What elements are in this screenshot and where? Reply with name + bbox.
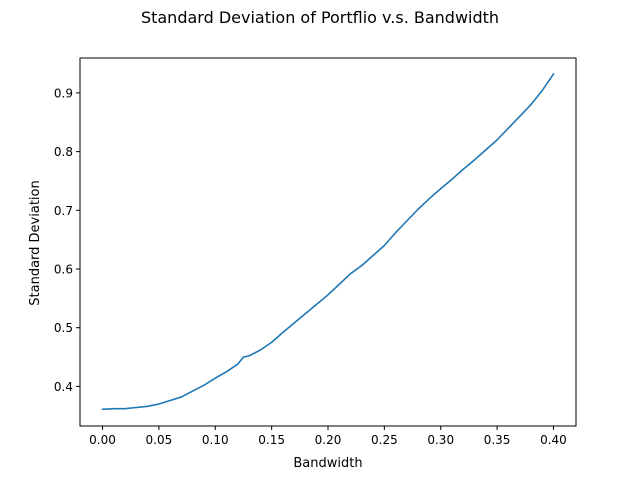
x-tick-label: 0.25 [371,433,398,447]
x-tick-label: 0.40 [540,433,567,447]
x-tick-label: 0.15 [258,433,285,447]
y-tick-label: 0.6 [54,262,73,276]
x-tick-label: 0.00 [89,433,116,447]
y-tick-label: 0.9 [54,86,73,100]
chart-title: Standard Deviation of Portflio v.s. Band… [141,8,499,27]
y-tick-label: 0.4 [54,380,73,394]
x-axis-ticks: 0.00 0.05 0.10 0.15 0.20 0.25 0.30 0.35 0.40 [89,426,567,447]
series-line-0 [101,73,555,411]
y-tick-label: 0.7 [54,204,73,218]
y-tick-label: 0.8 [54,145,73,159]
y-axis-ticks: 0.4 0.5 0.6 0.7 0.8 0.9 [54,86,80,394]
x-tick-label: 0.10 [202,433,229,447]
x-tick-label: 0.35 [484,433,511,447]
axes-frame [79,57,577,427]
x-tick-label: 0.05 [146,433,173,447]
y-tick-label: 0.5 [54,321,73,335]
x-tick-label: 0.30 [427,433,454,447]
plot-area [79,57,577,427]
x-axis-label: Bandwidth [293,456,362,471]
x-tick-label: 0.20 [315,433,342,447]
y-axis-label: Standard Deviation [28,180,43,305]
